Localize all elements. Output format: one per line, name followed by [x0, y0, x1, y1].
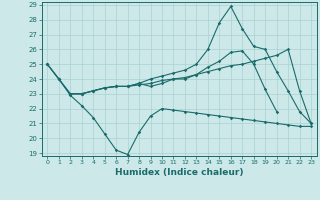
X-axis label: Humidex (Indice chaleur): Humidex (Indice chaleur) [115, 168, 244, 177]
